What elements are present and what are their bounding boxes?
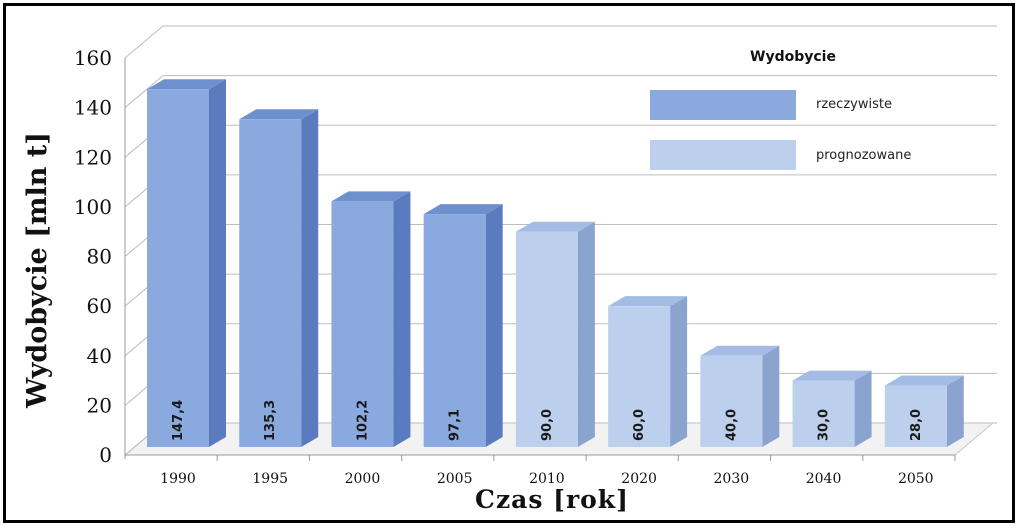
x-tick-label: 2005: [437, 471, 473, 487]
bar-top: [239, 109, 319, 120]
bar-top: [515, 221, 595, 232]
bar: [608, 306, 671, 447]
bar-side: [485, 204, 503, 447]
bar-2040: 30,0: [792, 370, 872, 447]
data-label: 28,0: [909, 409, 924, 441]
data-label: 102,2: [355, 400, 370, 441]
data-label: 60,0: [632, 409, 647, 441]
x-axis-label: Czas [rok]: [475, 485, 629, 514]
bar-2005: 97,1: [423, 204, 503, 447]
bar-side: [301, 109, 319, 448]
bar-2050: 28,0: [884, 375, 964, 447]
bar-2000: 102,2: [331, 191, 411, 447]
bars: 147,4 135,3 102,2 97,1 90,0 60,0 40,0 30,0 28,0: [147, 79, 964, 448]
y-tick-label: 160: [74, 46, 112, 70]
y-tick-label: 100: [74, 195, 112, 219]
bar-2020: 60,0: [608, 296, 688, 447]
x-tick-label: 2000: [345, 471, 381, 487]
data-label: 90,0: [540, 409, 555, 441]
gridline-side: [124, 75, 164, 109]
x-tick-label: 1995: [252, 471, 288, 487]
bar-top: [331, 191, 411, 202]
x-tick-label: 2040: [806, 471, 842, 487]
data-label: 30,0: [817, 409, 832, 441]
x-tick-label: 2020: [621, 471, 657, 487]
y-tick-label: 60: [87, 294, 112, 318]
bar-1995: 135,3: [239, 109, 319, 448]
y-tick-label: 40: [87, 344, 112, 368]
bar: [792, 380, 855, 447]
bar-2030: 40,0: [700, 345, 780, 447]
y-tick-label: 140: [74, 96, 112, 120]
y-tick-label: 20: [87, 393, 112, 417]
bar-top: [884, 375, 964, 386]
bar-side: [209, 79, 226, 448]
bar: [700, 355, 763, 447]
bar-1990: 147,4: [147, 79, 226, 448]
bar-side: [854, 370, 872, 447]
bar-top: [792, 370, 872, 381]
data-label: 147,4: [171, 400, 186, 441]
bar: [239, 119, 302, 448]
bar-2010: 90,0: [515, 221, 595, 447]
x-tick-label: 2050: [898, 471, 934, 487]
gridline-side: [124, 25, 164, 59]
y-tick-label: 0: [99, 443, 112, 467]
bar-top: [147, 79, 226, 90]
bar: [331, 201, 394, 447]
legend-swatch-rzeczywiste: [650, 90, 796, 120]
bar-top: [423, 204, 503, 215]
y-axis-label: Wydobycie [mln t]: [22, 132, 53, 409]
legend-label-prognozowane: prognozowane: [816, 148, 911, 163]
legend-label-rzeczywiste: rzeczywiste: [816, 97, 892, 112]
x-tick-label: 2030: [714, 471, 750, 487]
data-label: 135,3: [263, 400, 278, 441]
bar-side: [946, 375, 964, 447]
bar-top: [608, 296, 688, 307]
x-axis-ticks: 1990 1995 2000 2005 2010 2020 2030 2040 2050: [160, 455, 956, 487]
bar: [147, 89, 209, 448]
legend: Wydobycie rzeczywiste prognozowane: [650, 49, 911, 170]
bar-side: [762, 345, 780, 447]
bar-side: [393, 191, 411, 447]
bar-side: [577, 221, 595, 447]
data-label: 40,0: [724, 409, 739, 441]
x-tick-label: 1990: [160, 471, 196, 487]
legend-title: Wydobycie: [750, 49, 836, 65]
bar: [423, 214, 486, 447]
data-label: 97,1: [448, 409, 463, 441]
bar-side: [670, 296, 688, 447]
bar-top: [700, 345, 780, 356]
x-tick-label: 2010: [529, 471, 565, 487]
legend-swatch-prognozowane: [650, 140, 796, 170]
y-tick-label: 80: [87, 245, 112, 269]
y-tick-label: 120: [74, 145, 112, 169]
bar: [884, 385, 947, 447]
y-axis-ticks: 0 20 40 60 80 100 120 140 160: [74, 46, 112, 467]
bar: [515, 231, 578, 447]
